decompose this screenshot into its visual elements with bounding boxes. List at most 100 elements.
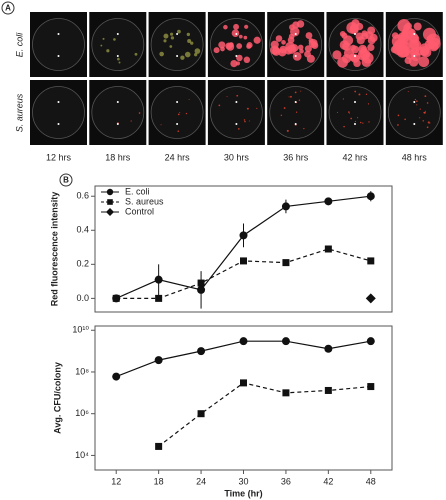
colony [306,54,315,63]
colony [230,60,238,68]
marker [324,386,332,394]
colony [246,107,249,110]
y-tick-label: 10¹⁰ [72,325,89,335]
colony [275,35,283,42]
colony [303,127,305,130]
marker-dot [176,55,179,57]
series-line [116,248,371,299]
time-label: 36 hrs [283,152,309,162]
colony [188,98,190,100]
colony [407,91,409,93]
marker-dot [413,101,416,103]
colony [409,39,420,50]
colony [419,117,421,119]
colony [351,45,360,54]
colony [396,45,409,58]
marker [281,202,290,211]
y-tick-label: 0.2 [76,259,89,269]
colony [102,37,105,40]
y-tick-label: 10⁶ [75,408,89,418]
legend-label: Control [125,206,154,216]
marker-dot [235,55,238,57]
plate-rim [209,18,263,71]
colony [343,125,345,128]
colony [295,111,298,113]
colony [243,35,248,40]
colony [354,90,357,93]
colony [253,36,261,44]
colony [424,95,427,98]
colony [218,104,221,107]
colony [236,94,239,97]
marker [240,257,247,265]
colony [426,126,429,129]
colony [160,124,162,126]
colony [288,33,295,40]
colony [397,114,400,117]
colony [180,55,185,60]
plate-rim [209,86,263,139]
colony [193,52,198,57]
marker-dot [57,101,60,103]
marker-dot [57,33,60,35]
marker-dot [235,101,238,103]
y-tick-label: 0.6 [76,191,89,201]
colony [163,33,169,39]
colony [246,42,253,49]
plate-rim [91,86,145,139]
y-axis-label: Avg. CFU/colony [52,362,62,434]
series-line [115,340,371,378]
marker [154,356,163,365]
marker-dot [57,123,60,125]
x-tick-label: 24 [196,476,206,486]
marker [197,279,205,287]
colony [332,50,342,60]
plot-frame [94,185,393,313]
colony [404,118,406,121]
colony [348,112,350,114]
colony [423,111,426,114]
colony [342,98,344,100]
colony [421,47,432,58]
time-label: 24 hrs [165,152,191,162]
plate-rim [32,86,85,139]
colony [365,93,368,96]
marker-dot [354,33,356,35]
marker-dot [413,55,416,57]
colony [357,49,370,61]
marker-dot [354,55,356,57]
y-axis-label: Red fluorescence intensity [49,192,59,307]
legend-label: S. aureus [125,196,164,206]
colony [244,120,246,123]
colony [422,120,424,122]
colony [177,130,180,132]
colony [305,32,313,39]
plate-rim [269,86,323,139]
colony [288,96,290,98]
marker [197,347,206,356]
colony [159,51,164,57]
marker-dot [354,123,356,125]
colony [300,90,302,92]
colony [220,46,225,52]
colony [226,96,228,98]
colony [294,91,297,94]
colony [292,51,302,61]
colony [397,31,410,44]
colony [169,32,174,36]
colony [106,49,110,53]
colony [190,41,194,45]
colony [350,117,353,120]
time-label: 12 hrs [46,152,72,162]
colony [163,39,167,43]
colony [170,36,175,40]
marker-dot [176,123,179,125]
colony [359,121,362,124]
marker [112,372,121,381]
marker [324,197,333,206]
colony [130,120,132,122]
marker-dot [116,123,119,125]
colony [416,104,418,106]
plate-rim [150,18,204,71]
colony [138,112,141,114]
